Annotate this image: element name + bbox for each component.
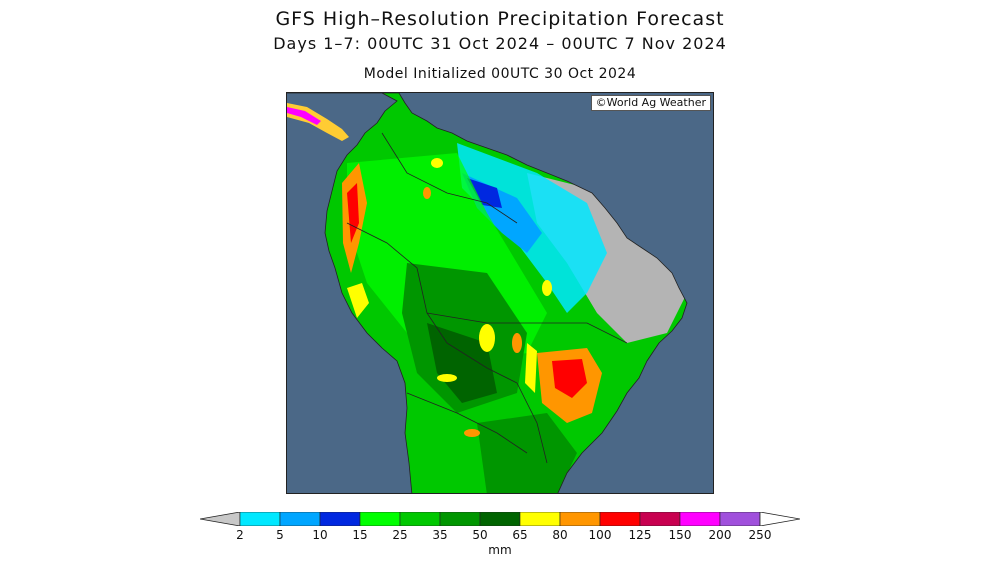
rain-cell: [479, 324, 495, 352]
colorbar-bin: [399, 512, 441, 526]
yellow-band-se: [525, 343, 537, 393]
map-svg: [287, 93, 713, 493]
copyright-badge: ©World Ag Weather: [590, 95, 711, 111]
colorbar-tick-label: 100: [588, 528, 612, 542]
colorbar-tick-labels: 2 5 10 15 25 35 50 65 80 100 125 150 200 250: [200, 528, 800, 544]
rain-cell: [437, 374, 457, 382]
colorbar-bin: [639, 512, 681, 526]
colorbar-bin: [719, 512, 761, 526]
colorbar-tick-label: 65: [512, 528, 528, 542]
dark-green-patch: [427, 323, 497, 403]
yellow-patch-west: [347, 283, 369, 318]
colorbar-tick-label: 200: [708, 528, 732, 542]
colorbar-bin: [519, 512, 561, 526]
colorbar-tick-label: 10: [312, 528, 328, 542]
colorbar-tick-label: 15: [352, 528, 368, 542]
colorbar-bin: [679, 512, 721, 526]
rain-cell: [423, 187, 431, 199]
colorbar-bin: [319, 512, 361, 526]
colorbar-tick-label: 25: [392, 528, 408, 542]
central-america-heavy-rain: [287, 107, 321, 125]
colorbar-tick-label: 2: [236, 528, 244, 542]
colorbar-tick-label: 5: [276, 528, 284, 542]
border-line: [446, 342, 548, 464]
southeast-peak-rain: [552, 359, 587, 398]
colorbar-under-arrow: [200, 512, 241, 526]
map-title: GFS High–Resolution Precipitation Foreca…: [275, 8, 725, 30]
colorbar-tick-label: 80: [552, 528, 568, 542]
border-line: [406, 392, 528, 454]
border-line: [381, 132, 518, 224]
colorbar-tick-label: 250: [748, 528, 772, 542]
colorbar-tick-label: 150: [668, 528, 692, 542]
rain-cell: [512, 333, 522, 353]
colorbar-bin: [439, 512, 481, 526]
colorbar: [200, 512, 800, 526]
colorbar-tick-label: 125: [628, 528, 652, 542]
country-borders: [287, 93, 688, 493]
precipitation-map: ©World Ag Weather: [286, 92, 714, 494]
model-init-time: Model Initialized 00UTC 30 Oct 2024: [363, 66, 637, 82]
colorbar-bin: [479, 512, 521, 526]
rain-cell: [431, 158, 443, 168]
blue-rain-patch: [467, 178, 502, 208]
rain-cell: [542, 280, 552, 296]
south-rain: [477, 413, 577, 493]
colorbar-bin: [599, 512, 641, 526]
colorbar-bins: [239, 512, 761, 526]
colorbar-bin: [279, 512, 321, 526]
precip-field: [287, 93, 687, 493]
colorbar-tick-label: 35: [432, 528, 448, 542]
border-line: [426, 312, 628, 344]
border-line: [346, 222, 448, 344]
colorbar-unit: mm: [488, 543, 512, 557]
rain-cell: [464, 429, 480, 437]
andes-peak-rain: [347, 183, 359, 243]
colorbar-bin: [239, 512, 281, 526]
colorbar-bin: [359, 512, 401, 526]
colorbar-over-arrow: [759, 512, 800, 526]
colorbar-tick-label: 50: [472, 528, 488, 542]
colorbar-bin: [559, 512, 601, 526]
forecast-period: Days 1–7: 00UTC 31 Oct 2024 – 00UTC 7 No…: [273, 34, 727, 53]
